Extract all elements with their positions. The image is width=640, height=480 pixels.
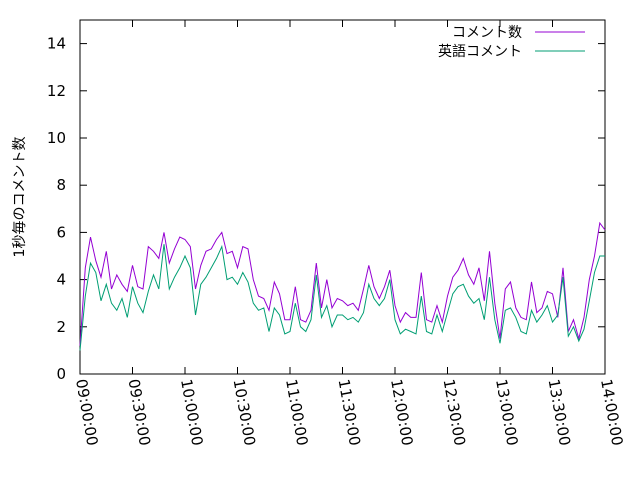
series-line-english-comments bbox=[79, 244, 605, 351]
y-tick-label-4: 4 bbox=[56, 271, 66, 289]
y-tick-label-10: 10 bbox=[47, 129, 66, 147]
legend-label-english-comments: 英語コメント bbox=[438, 43, 522, 60]
y-tick-label-0: 0 bbox=[56, 365, 66, 383]
y-tick-label-12: 12 bbox=[47, 82, 66, 100]
legend-label-comments: コメント数 bbox=[452, 25, 522, 41]
y-tick-label-6: 6 bbox=[56, 223, 66, 241]
legend: コメント数 英語コメント bbox=[438, 25, 585, 60]
series-line-comments bbox=[79, 221, 606, 346]
y-axis: 0 2 4 6 8 10 12 14 bbox=[47, 35, 605, 383]
y-tick-label-14: 14 bbox=[47, 35, 66, 53]
y-tick-label-2: 2 bbox=[56, 318, 66, 336]
y-axis-title: 1秒毎のコメント数 bbox=[12, 137, 28, 258]
series-layer bbox=[79, 221, 606, 351]
y-tick-label-8: 8 bbox=[56, 176, 66, 194]
